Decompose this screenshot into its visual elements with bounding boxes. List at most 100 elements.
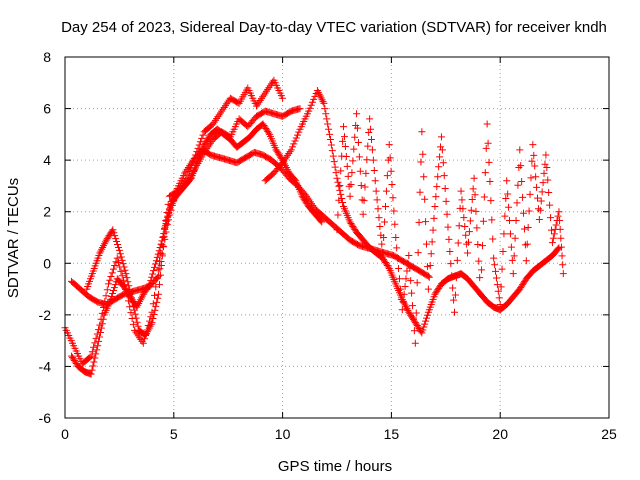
data-point	[167, 201, 175, 209]
data-point	[109, 289, 117, 297]
y-tick-label: 4	[43, 152, 51, 168]
data-point	[348, 169, 356, 177]
data-point	[515, 164, 523, 172]
data-point	[166, 205, 174, 213]
data-point	[399, 298, 407, 306]
data-point	[484, 139, 492, 147]
data-point	[156, 281, 164, 289]
data-point	[532, 173, 540, 181]
data-point	[471, 191, 479, 199]
data-point	[279, 94, 287, 102]
data-point	[404, 259, 412, 267]
data-point	[333, 174, 341, 182]
data-point	[91, 354, 99, 362]
data-point	[490, 254, 498, 262]
data-point	[539, 179, 547, 187]
data-point	[388, 180, 396, 188]
data-point	[446, 247, 454, 255]
data-point	[94, 342, 102, 350]
data-point	[371, 177, 379, 185]
axes: 0 5 10 15 20 25 -6 -4 -2 0 2 4 6 8	[39, 49, 617, 442]
data-point	[544, 176, 552, 184]
data-point	[334, 211, 342, 219]
data-point	[118, 256, 126, 264]
data-point	[307, 101, 315, 109]
data-point	[525, 207, 533, 215]
data-point	[96, 329, 104, 337]
data-point	[132, 314, 140, 322]
data-point	[347, 180, 355, 188]
data-point	[429, 226, 437, 234]
data-point	[418, 128, 426, 136]
data-point	[117, 267, 125, 275]
data-point	[465, 228, 473, 236]
data-point	[127, 290, 135, 298]
data-point	[327, 141, 335, 149]
data-point	[415, 218, 423, 226]
data-point	[139, 339, 147, 347]
data-point	[556, 225, 564, 233]
data-point	[160, 233, 168, 241]
data-point	[401, 282, 409, 290]
data-point	[133, 318, 141, 326]
data-point	[349, 157, 357, 165]
data-point	[540, 169, 548, 177]
data-point	[410, 327, 418, 335]
y-axis-label: SDTVAR / TECUs	[5, 178, 22, 298]
data-point	[477, 290, 485, 298]
data-point	[473, 224, 481, 232]
data-point	[503, 177, 511, 185]
data-point	[93, 346, 101, 354]
data-point	[287, 146, 295, 154]
data-point	[491, 261, 499, 269]
data-point	[512, 217, 520, 225]
data-point	[444, 223, 452, 231]
data-point	[89, 362, 97, 370]
data-point	[351, 133, 359, 141]
x-axis-label: GPS time / hours	[278, 458, 392, 475]
data-point	[424, 285, 432, 293]
data-point	[486, 178, 494, 186]
data-point	[118, 272, 126, 280]
data-point	[164, 212, 172, 220]
data-point	[339, 137, 347, 145]
data-point	[357, 182, 365, 190]
data-point	[507, 243, 515, 251]
data-point	[555, 208, 563, 216]
data-point	[381, 203, 389, 211]
data-point	[98, 320, 106, 328]
data-point	[542, 151, 550, 159]
data-point	[363, 156, 371, 164]
data-point	[409, 314, 417, 322]
data-point	[519, 193, 527, 201]
data-point	[340, 133, 348, 141]
data-point	[123, 274, 131, 282]
data-point	[156, 265, 164, 273]
data-point	[464, 249, 472, 257]
data-point	[114, 259, 122, 267]
data-point	[478, 242, 486, 250]
data-point	[105, 280, 113, 288]
data-point	[114, 240, 122, 248]
data-point	[418, 329, 426, 337]
data-point	[494, 287, 502, 295]
data-point	[150, 310, 158, 318]
data-point	[119, 260, 127, 268]
y-tick-label: -2	[39, 307, 52, 323]
data-point	[431, 203, 439, 211]
data-point	[531, 162, 539, 170]
data-point	[485, 158, 493, 166]
data-point	[308, 98, 316, 106]
data-point	[520, 225, 528, 233]
data-point	[428, 238, 436, 246]
data-point	[492, 267, 500, 275]
data-point	[549, 234, 557, 242]
data-point	[474, 240, 482, 248]
y-tick-label: -6	[39, 410, 52, 426]
data-point	[122, 270, 130, 278]
data-point	[332, 169, 340, 177]
data-point	[154, 266, 162, 274]
data-point	[306, 104, 314, 112]
data-point	[106, 276, 114, 284]
data-point	[155, 290, 163, 298]
